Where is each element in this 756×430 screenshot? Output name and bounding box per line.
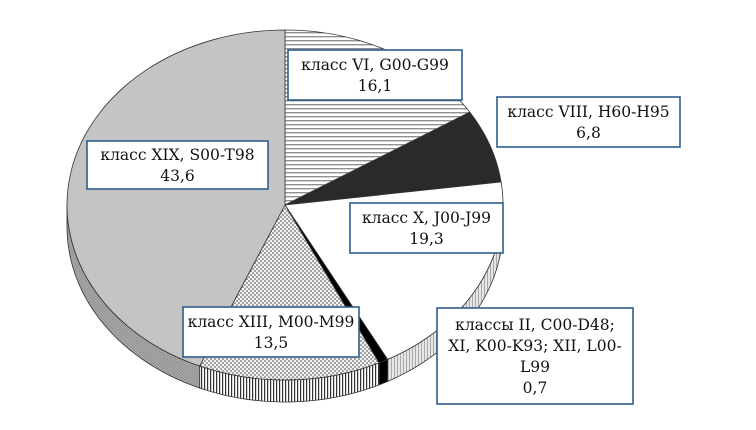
slice-label-2: класс X, J00-J99 19,3 — [349, 202, 504, 254]
slice-value-label: 19,3 — [409, 230, 444, 248]
pie-slice-5 — [66, 29, 286, 367]
slice-value-label: 6,8 — [576, 124, 601, 142]
slice-label-1: класс VIII, H60-H95 6,8 — [496, 96, 681, 148]
label-box — [86, 140, 269, 190]
label-box — [182, 306, 360, 358]
label-box — [349, 202, 504, 254]
pie-slice-side-3 — [378, 358, 389, 386]
slice-value-label: 0,7 — [523, 379, 548, 397]
slice-label-3: классы II, C00-D48; XI, K00-K93; XII, L00… — [436, 307, 634, 405]
slice-category-label: L99 — [520, 358, 550, 376]
slice-value-label: 43,6 — [160, 167, 195, 185]
label-box — [287, 49, 463, 101]
slice-category-label: классы II, C00-D48; — [455, 316, 615, 334]
slice-category-label: класс XIX, S00-T98 — [100, 146, 254, 164]
slice-category-label: класс VI, G00-G99 — [301, 56, 449, 74]
slice-value-label: 16,1 — [358, 77, 393, 95]
label-box — [496, 96, 681, 148]
slice-category-label: класс VIII, H60-H95 — [507, 103, 669, 121]
slice-label-0: класс VI, G00-G99 16,1 — [287, 49, 463, 101]
slice-label-5: класс XIX, S00-T98 43,6 — [86, 140, 269, 190]
slice-label-4: класс XIII, M00-M99 13,5 — [182, 306, 360, 358]
label-box — [436, 307, 634, 405]
slice-value-label: 13,5 — [254, 334, 289, 352]
slice-category-label: класс X, J00-J99 — [362, 209, 491, 227]
slice-category-label: XI, K00-K93; XII, L00- — [448, 337, 621, 355]
slice-category-label: класс XIII, M00-M99 — [188, 313, 355, 331]
